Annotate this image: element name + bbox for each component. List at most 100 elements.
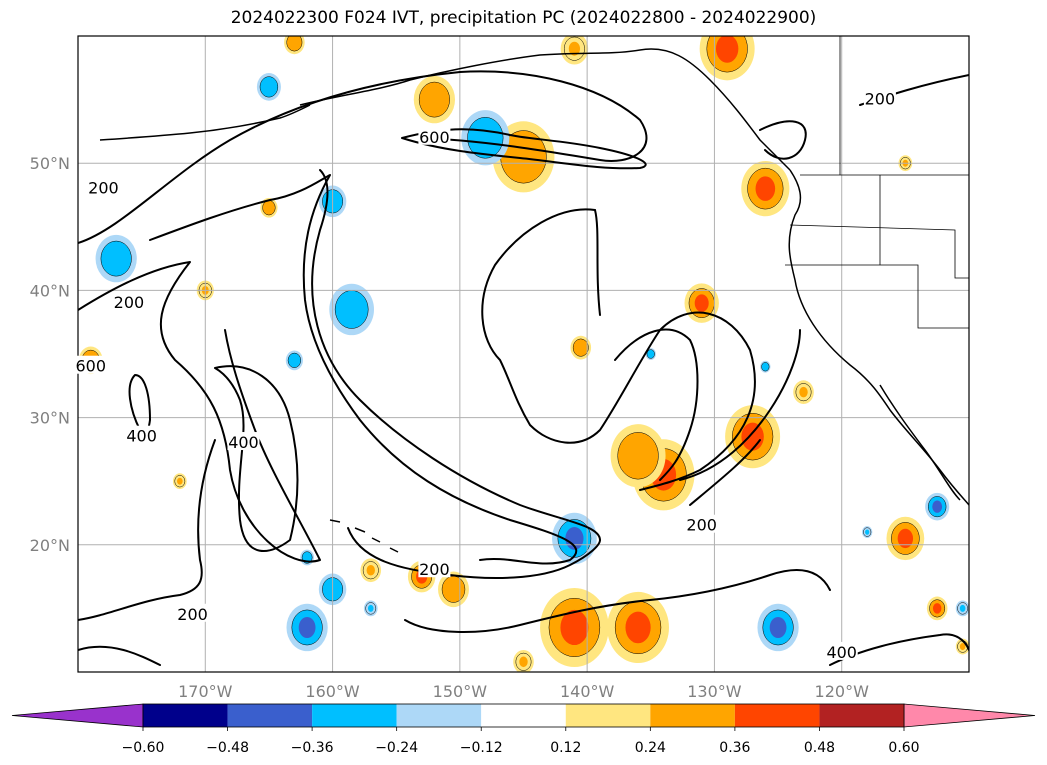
- ivt-contour-200-nw-loop: [759, 120, 807, 160]
- precip-patch: [572, 338, 589, 357]
- ivt-contour-600-west: [214, 365, 299, 552]
- longitude-label: 130°W: [687, 682, 742, 701]
- contour-label-bg: [87, 177, 120, 196]
- longitude-label: 150°W: [433, 682, 488, 701]
- precip-patch: [334, 290, 369, 329]
- precip-patch: [259, 76, 279, 98]
- contour-label-bg: [74, 355, 107, 374]
- latitude-labels: 50°N 40°N 30°N 20°N: [30, 154, 70, 555]
- ivt-contour-400-sw: [78, 645, 161, 666]
- political-borders: [785, 36, 969, 329]
- ivt-contour-600-north: [401, 128, 647, 170]
- precip-patch-core: [560, 609, 589, 646]
- colorbar-segment: [143, 704, 228, 727]
- precip-patch-core: [755, 176, 776, 201]
- state-border-3: [789, 224, 969, 279]
- contour-label: 400: [126, 427, 157, 446]
- precip-patch-core: [367, 604, 374, 612]
- longitude-label: 170°W: [178, 682, 233, 701]
- ivt-contour-200-east-band: [679, 329, 801, 481]
- precip-patch: [441, 575, 466, 603]
- contour-label: 200: [419, 560, 450, 579]
- colorbar-tick-label: −0.36: [291, 740, 334, 756]
- precip-patch: [761, 362, 770, 372]
- contour-label-bg: [685, 514, 718, 533]
- precip-patch-core: [568, 41, 581, 56]
- precip-patch: [286, 36, 303, 52]
- precip-patch-core: [959, 604, 966, 612]
- aleutian-islands: [99, 104, 311, 141]
- ivt-contour-200-east-hook: [614, 328, 699, 481]
- precip-patch-core: [298, 616, 316, 639]
- precip-patch: [418, 81, 450, 118]
- ivt-contour-200-outer: [78, 70, 648, 244]
- hawaii-islands: [329, 519, 399, 553]
- colorbar-tick-label: 0.48: [804, 740, 835, 756]
- contour-labels: 200 600 200 200 600 400 400 200 200 200 400: [74, 88, 896, 662]
- longitude-labels: 170°W 160°W 150°W 140°W 130°W 120°W: [178, 682, 869, 701]
- longitude-label: 160°W: [305, 682, 360, 701]
- latitude-label: 40°N: [30, 281, 70, 300]
- ivt-contour-200-south-band: [347, 527, 601, 579]
- colorbar-segment: [481, 704, 566, 727]
- gridlines: [78, 36, 969, 672]
- contour-label: 200: [865, 90, 896, 109]
- longitude-label: 140°W: [560, 682, 615, 701]
- precip-patch: [262, 200, 276, 216]
- ivt-contour-200-south-lower: [404, 569, 831, 633]
- precip-patch-core: [565, 527, 584, 550]
- baja-coast: [879, 384, 961, 501]
- colorbar-segment: [396, 704, 482, 727]
- colorbar-segment: [819, 704, 904, 727]
- contour-label: 600: [419, 128, 450, 147]
- precip-patch-core: [799, 386, 808, 398]
- colorbar-tick-label: 0.12: [550, 740, 581, 756]
- ivt-contour-200-sw: [78, 439, 216, 621]
- state-border-1: [785, 264, 969, 329]
- precip-patch-core: [932, 603, 942, 614]
- contour-label-bg: [125, 425, 158, 444]
- colorbar-extend-low: [11, 703, 144, 728]
- precip-patch-core: [897, 528, 914, 549]
- ivt-contour-200-se: [594, 209, 601, 316]
- colorbar-segment: [650, 704, 735, 727]
- precip-patch: [287, 352, 301, 368]
- colorbar-tick-label: −0.48: [206, 740, 249, 756]
- colorbar-frame: [142, 703, 905, 728]
- contour-label: 400: [826, 643, 857, 662]
- contour-label: 200: [88, 179, 119, 198]
- north-america-coast: [788, 169, 969, 506]
- contour-label-bg: [825, 641, 858, 660]
- contour-label: 200: [177, 605, 208, 624]
- colorbar-tick-label: −0.12: [460, 740, 503, 756]
- contour-label-bg: [227, 432, 260, 451]
- precip-patch-core: [959, 643, 966, 651]
- colorbar-tick-label: 0.60: [888, 740, 919, 756]
- precip-patch-core: [366, 564, 375, 576]
- colorbar-extend-high: [903, 703, 1036, 728]
- latitude-label: 50°N: [30, 154, 70, 173]
- colorbar-segment: [312, 704, 397, 727]
- contour-label-bg: [112, 292, 145, 311]
- contour-label-bg: [418, 126, 451, 145]
- contour-label: 200: [686, 516, 717, 535]
- colorbar-segment: [227, 704, 313, 727]
- ivt-contour-400-west: [149, 174, 578, 565]
- coastlines: [99, 48, 969, 553]
- precip-patch: [646, 349, 655, 359]
- precip-patch-core: [625, 611, 651, 644]
- precip-patch-core: [769, 616, 787, 639]
- precip-patch: [617, 432, 659, 480]
- colorbar: −0.60 −0.48 −0.36 −0.24 −0.12 0.12 0.24 0.36 0.4…: [11, 703, 1036, 756]
- contour-label-bg: [418, 559, 451, 578]
- precip-patch-core: [177, 477, 183, 485]
- ivt-contour-inner-ring: [311, 169, 601, 541]
- longitude-label: 120°W: [815, 682, 870, 701]
- contour-label-bg: [863, 88, 896, 107]
- contour-label-bg: [176, 603, 209, 622]
- contour-label: 600: [75, 357, 106, 376]
- contour-label: 400: [228, 433, 259, 452]
- precip-patch-core: [694, 294, 709, 312]
- precip-patch: [467, 117, 504, 159]
